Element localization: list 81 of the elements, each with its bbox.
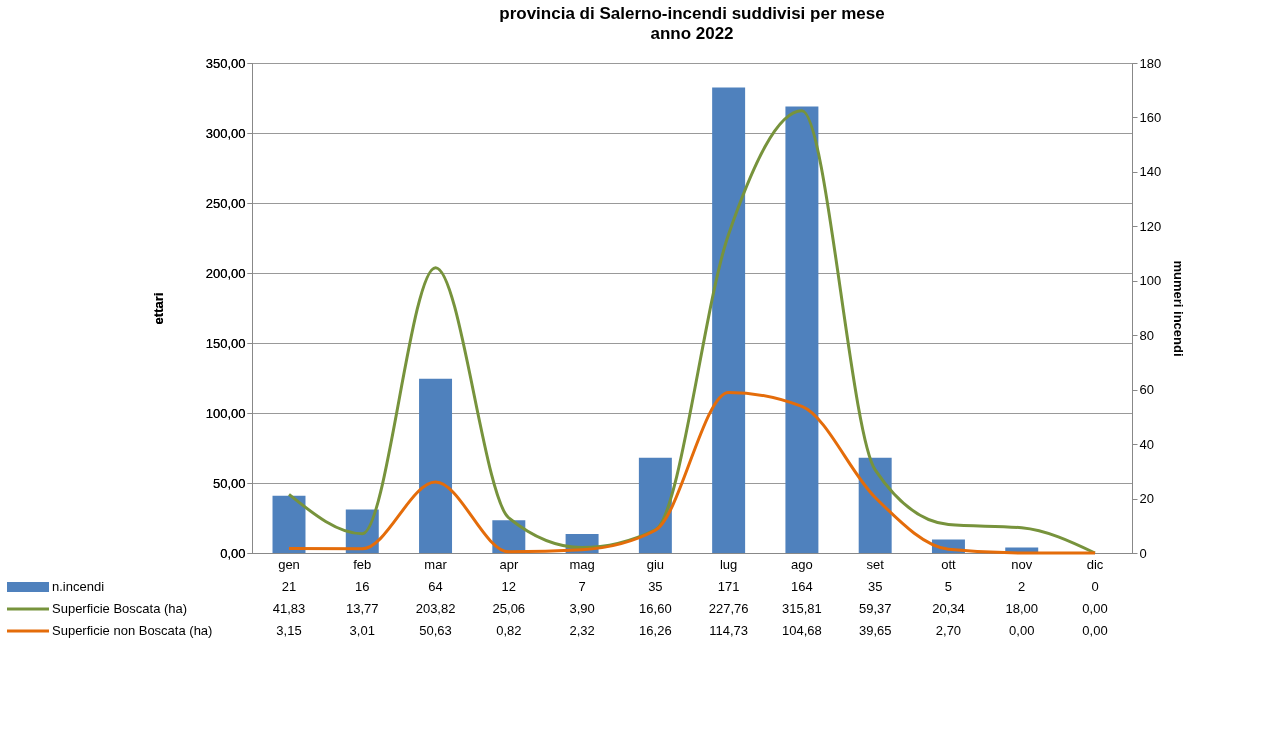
legend-label: n.incendi	[52, 579, 105, 594]
y-tick-label: 150,00	[205, 335, 246, 351]
y2-tick-label: 40	[1139, 436, 1154, 452]
data-label: 203,82	[415, 601, 456, 616]
data-label: 59,37	[858, 601, 892, 616]
bar	[272, 495, 306, 553]
bar	[638, 457, 672, 553]
data-label: 25,06	[492, 601, 526, 616]
y2-tick-label: 80	[1139, 327, 1154, 343]
data-label: 7	[578, 579, 586, 594]
y2-tick-label: 20	[1139, 491, 1154, 507]
y2-tick-label: 60	[1139, 382, 1154, 398]
x-tick-label: set	[866, 557, 885, 572]
data-label: 227,76	[708, 601, 749, 616]
data-label: 20,34	[932, 601, 965, 616]
x-tick-label: dic	[1086, 557, 1104, 572]
data-label: 41,83	[272, 601, 306, 616]
data-label: 21	[281, 579, 297, 594]
data-label: 2,32	[569, 623, 595, 638]
data-label: 18,00	[1005, 601, 1038, 616]
data-label: 0,00	[1082, 601, 1108, 616]
chart-subtitle: anno 2022	[650, 24, 734, 43]
data-label: 104,68	[782, 623, 822, 638]
data-label: 0	[1091, 579, 1099, 594]
y-tick-label: 0,00	[220, 545, 246, 561]
data-label: 0,00	[1009, 623, 1035, 638]
data-label: 16	[355, 579, 370, 594]
data-label: 64	[428, 579, 443, 594]
y-tick-label: 350,00	[205, 55, 246, 71]
data-label: 35	[648, 579, 663, 594]
bar	[419, 378, 453, 553]
legend-label: Superficie non Boscata (ha)	[52, 623, 213, 638]
legend-label: Superficie Boscata (ha)	[52, 601, 188, 616]
data-label: 16,26	[639, 623, 672, 638]
x-tick-label: mag	[569, 557, 595, 572]
y2-tick-label: 180	[1139, 55, 1162, 71]
y2-tick-label: 100	[1139, 273, 1162, 289]
data-label: 171	[717, 579, 740, 594]
data-label: 3,01	[349, 623, 375, 638]
data-label: 2	[1018, 579, 1026, 594]
x-tick-label: gen	[278, 557, 300, 572]
line-series	[287, 390, 1097, 555]
x-tick-label: nov	[1011, 557, 1033, 572]
y-tick-label: 200,00	[205, 265, 246, 281]
y-tick-label: 50,00	[212, 475, 246, 491]
bar	[785, 106, 819, 553]
bar	[712, 87, 746, 553]
x-tick-label: ott	[941, 557, 957, 572]
bar	[858, 457, 892, 553]
data-label: 315,81	[782, 601, 822, 616]
line-series	[287, 109, 1097, 555]
data-label: 13,77	[346, 601, 379, 616]
y2-tick-label: 0	[1139, 545, 1147, 561]
data-label: 3,90	[569, 601, 595, 616]
y-tick-label: 100,00	[205, 405, 246, 421]
y-tick-label: 250,00	[205, 195, 246, 211]
data-label: 35	[867, 579, 883, 594]
x-tick-label: mar	[424, 557, 448, 572]
y2-tick-label: 120	[1139, 218, 1162, 234]
x-tick-label: ago	[791, 557, 813, 572]
data-label: 164	[791, 579, 813, 594]
data-label: 114,73	[709, 623, 749, 638]
x-tick-label: feb	[353, 557, 372, 572]
y-axis-title: ettari	[150, 292, 166, 325]
data-label: 12	[501, 579, 517, 594]
data-label: 39,65	[858, 623, 892, 638]
y2-tick-label: 160	[1139, 109, 1162, 125]
y-tick-label: 300,00	[205, 125, 246, 141]
chart-title: provincia di Salerno-incendi suddivisi per mese	[499, 4, 885, 23]
y2-axis-title: mumeri incendi	[1171, 260, 1187, 357]
data-label: 3,15	[276, 623, 302, 638]
x-tick-label: apr	[499, 557, 519, 572]
data-label: 0,00	[1082, 623, 1108, 638]
x-tick-label: giu	[646, 557, 665, 572]
x-tick-label: lug	[719, 557, 738, 572]
data-label: 5	[944, 579, 953, 594]
data-label: 16,60	[639, 601, 672, 616]
data-label: 50,63	[419, 623, 452, 638]
data-label: 2,70	[935, 623, 962, 638]
y2-tick-label: 140	[1139, 164, 1162, 180]
data-label: 0,82	[496, 623, 522, 638]
